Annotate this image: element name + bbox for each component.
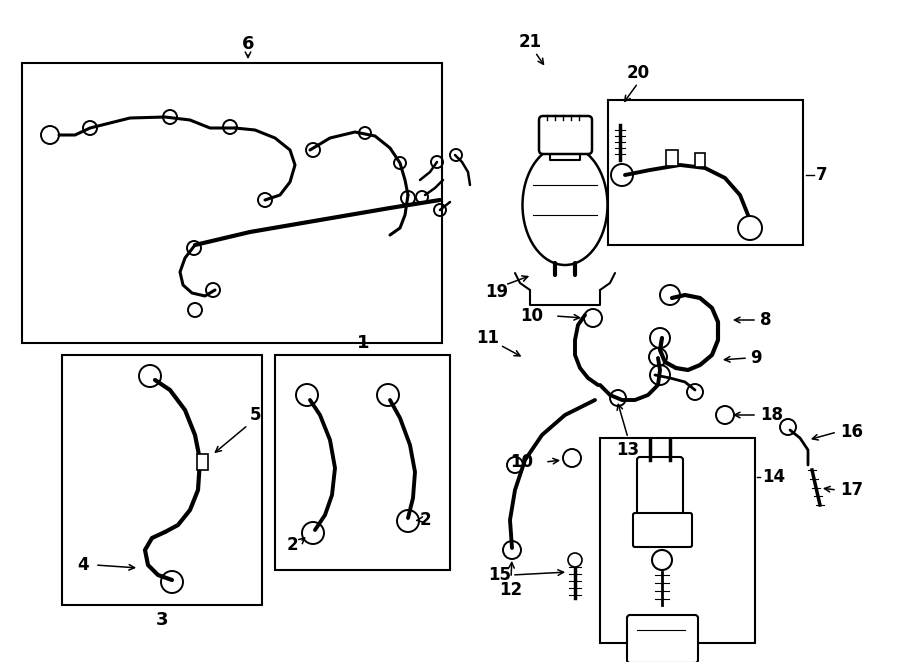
Text: 6: 6 (242, 35, 255, 53)
Text: 8: 8 (760, 311, 771, 329)
Text: 11: 11 (476, 329, 500, 347)
Text: 19: 19 (485, 283, 508, 301)
Text: 10: 10 (510, 453, 533, 471)
Bar (600, 438, 755, 643)
Bar (196, 454, 208, 470)
Text: 18: 18 (760, 406, 783, 424)
FancyBboxPatch shape (539, 116, 592, 154)
Text: 12: 12 (500, 581, 523, 599)
Text: 16: 16 (840, 423, 863, 441)
Text: 7: 7 (816, 166, 828, 184)
Text: 4: 4 (77, 556, 89, 574)
Bar (695, 153, 705, 167)
Text: 5: 5 (249, 406, 261, 424)
Text: 14: 14 (762, 468, 785, 486)
Bar (22, 63, 442, 343)
Text: 15: 15 (489, 566, 511, 584)
Text: 9: 9 (750, 349, 761, 367)
Bar (275, 355, 450, 570)
FancyBboxPatch shape (637, 457, 683, 518)
Circle shape (568, 553, 582, 567)
Bar (608, 100, 803, 245)
Text: 10: 10 (520, 307, 543, 325)
Bar (62, 355, 262, 605)
Text: 2: 2 (286, 536, 298, 554)
Text: 1: 1 (356, 334, 369, 352)
Text: 2: 2 (419, 511, 431, 529)
Bar (666, 150, 678, 166)
FancyBboxPatch shape (633, 513, 692, 547)
Text: 17: 17 (840, 481, 863, 499)
Ellipse shape (523, 145, 608, 265)
FancyBboxPatch shape (627, 615, 698, 662)
Text: 13: 13 (616, 441, 640, 459)
Text: 3: 3 (156, 611, 168, 629)
Text: 20: 20 (626, 64, 650, 82)
Text: 21: 21 (518, 33, 542, 51)
Circle shape (652, 550, 672, 570)
